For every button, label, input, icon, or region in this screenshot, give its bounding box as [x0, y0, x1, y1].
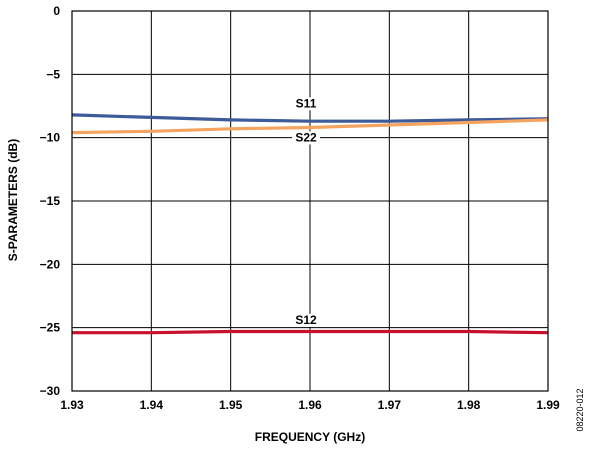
x-tick-label: 1.96 [298, 398, 322, 412]
y-tick-label: 0 [53, 4, 60, 18]
y-tick-label: −5 [46, 67, 60, 81]
figure-id: 08220-012 [575, 388, 585, 431]
y-tick-label: −10 [40, 131, 61, 145]
series-labels: S11 S22 S12 [292, 96, 321, 327]
series-lines [71, 113, 549, 335]
series-label-background [292, 97, 321, 111]
y-axis-label: S-PARAMETERS (dB) [6, 139, 20, 261]
x-tick-label: 1.95 [219, 398, 243, 412]
x-tick-label: 1.99 [536, 398, 560, 412]
series-label-s11: S11 [296, 96, 317, 110]
plot-border [71, 10, 549, 392]
series-line-s12 [72, 329, 549, 335]
series-label-background [292, 131, 321, 145]
series-label-s12: S12 [295, 313, 317, 327]
x-tick-label: 1.94 [140, 398, 164, 412]
y-tick-label: −25 [40, 321, 61, 335]
x-tick-label: 1.93 [60, 398, 84, 412]
tick-labels: 1.93 1.94 1.95 1.96 1.97 1.98 1.99 0 −5 −10 −15 −20… [40, 4, 560, 412]
y-tick-label: −15 [40, 194, 61, 208]
y-tick-label: −30 [40, 384, 61, 398]
x-tick-label: 1.97 [378, 398, 402, 412]
series-line-s11 [71, 113, 549, 123]
y-tick-label: −20 [40, 257, 61, 271]
plot-frame [71, 10, 549, 392]
series-label-s22: S22 [295, 130, 317, 144]
series-label-background [292, 313, 321, 327]
x-axis-label: FREQUENCY (GHz) [255, 430, 365, 444]
x-tick-label: 1.98 [457, 398, 481, 412]
series-line-s22 [71, 118, 549, 135]
